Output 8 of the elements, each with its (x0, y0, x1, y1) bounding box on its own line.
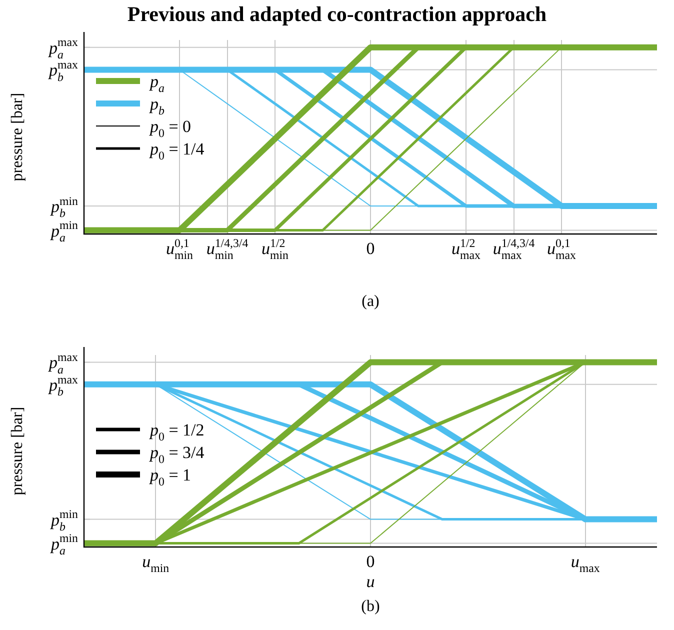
y-axis-title: pressure [bar] (9, 406, 26, 496)
x-tick-label: 0 (366, 552, 375, 571)
text: (a) (362, 293, 380, 310)
x-tick-label: 0 (366, 239, 375, 258)
x-axis-title: u (366, 572, 375, 591)
y-axis-title: pressure [bar] (9, 92, 26, 182)
text: (b) (361, 598, 380, 615)
chart-title: Previous and adapted co-contraction approach (126, 2, 548, 27)
